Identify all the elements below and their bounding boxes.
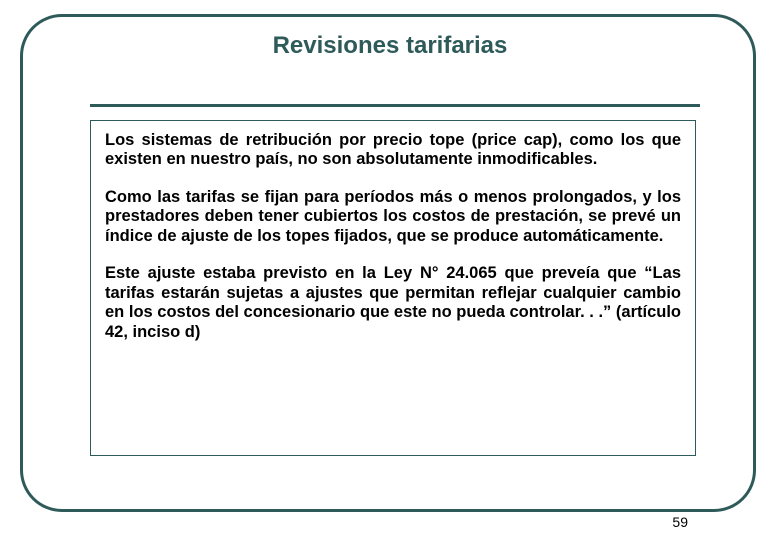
title-divider — [90, 104, 700, 107]
content-box: Los sistemas de retribución por precio t… — [90, 120, 696, 456]
slide-title: Revisiones tarifarias — [0, 32, 780, 60]
paragraph-1: Los sistemas de retribución por precio t… — [105, 131, 681, 170]
paragraph-3: Este ajuste estaba previsto en la Ley N°… — [105, 264, 681, 342]
paragraph-2: Como las tarifas se fijan para períodos … — [105, 188, 681, 246]
page-number: 59 — [672, 514, 688, 530]
